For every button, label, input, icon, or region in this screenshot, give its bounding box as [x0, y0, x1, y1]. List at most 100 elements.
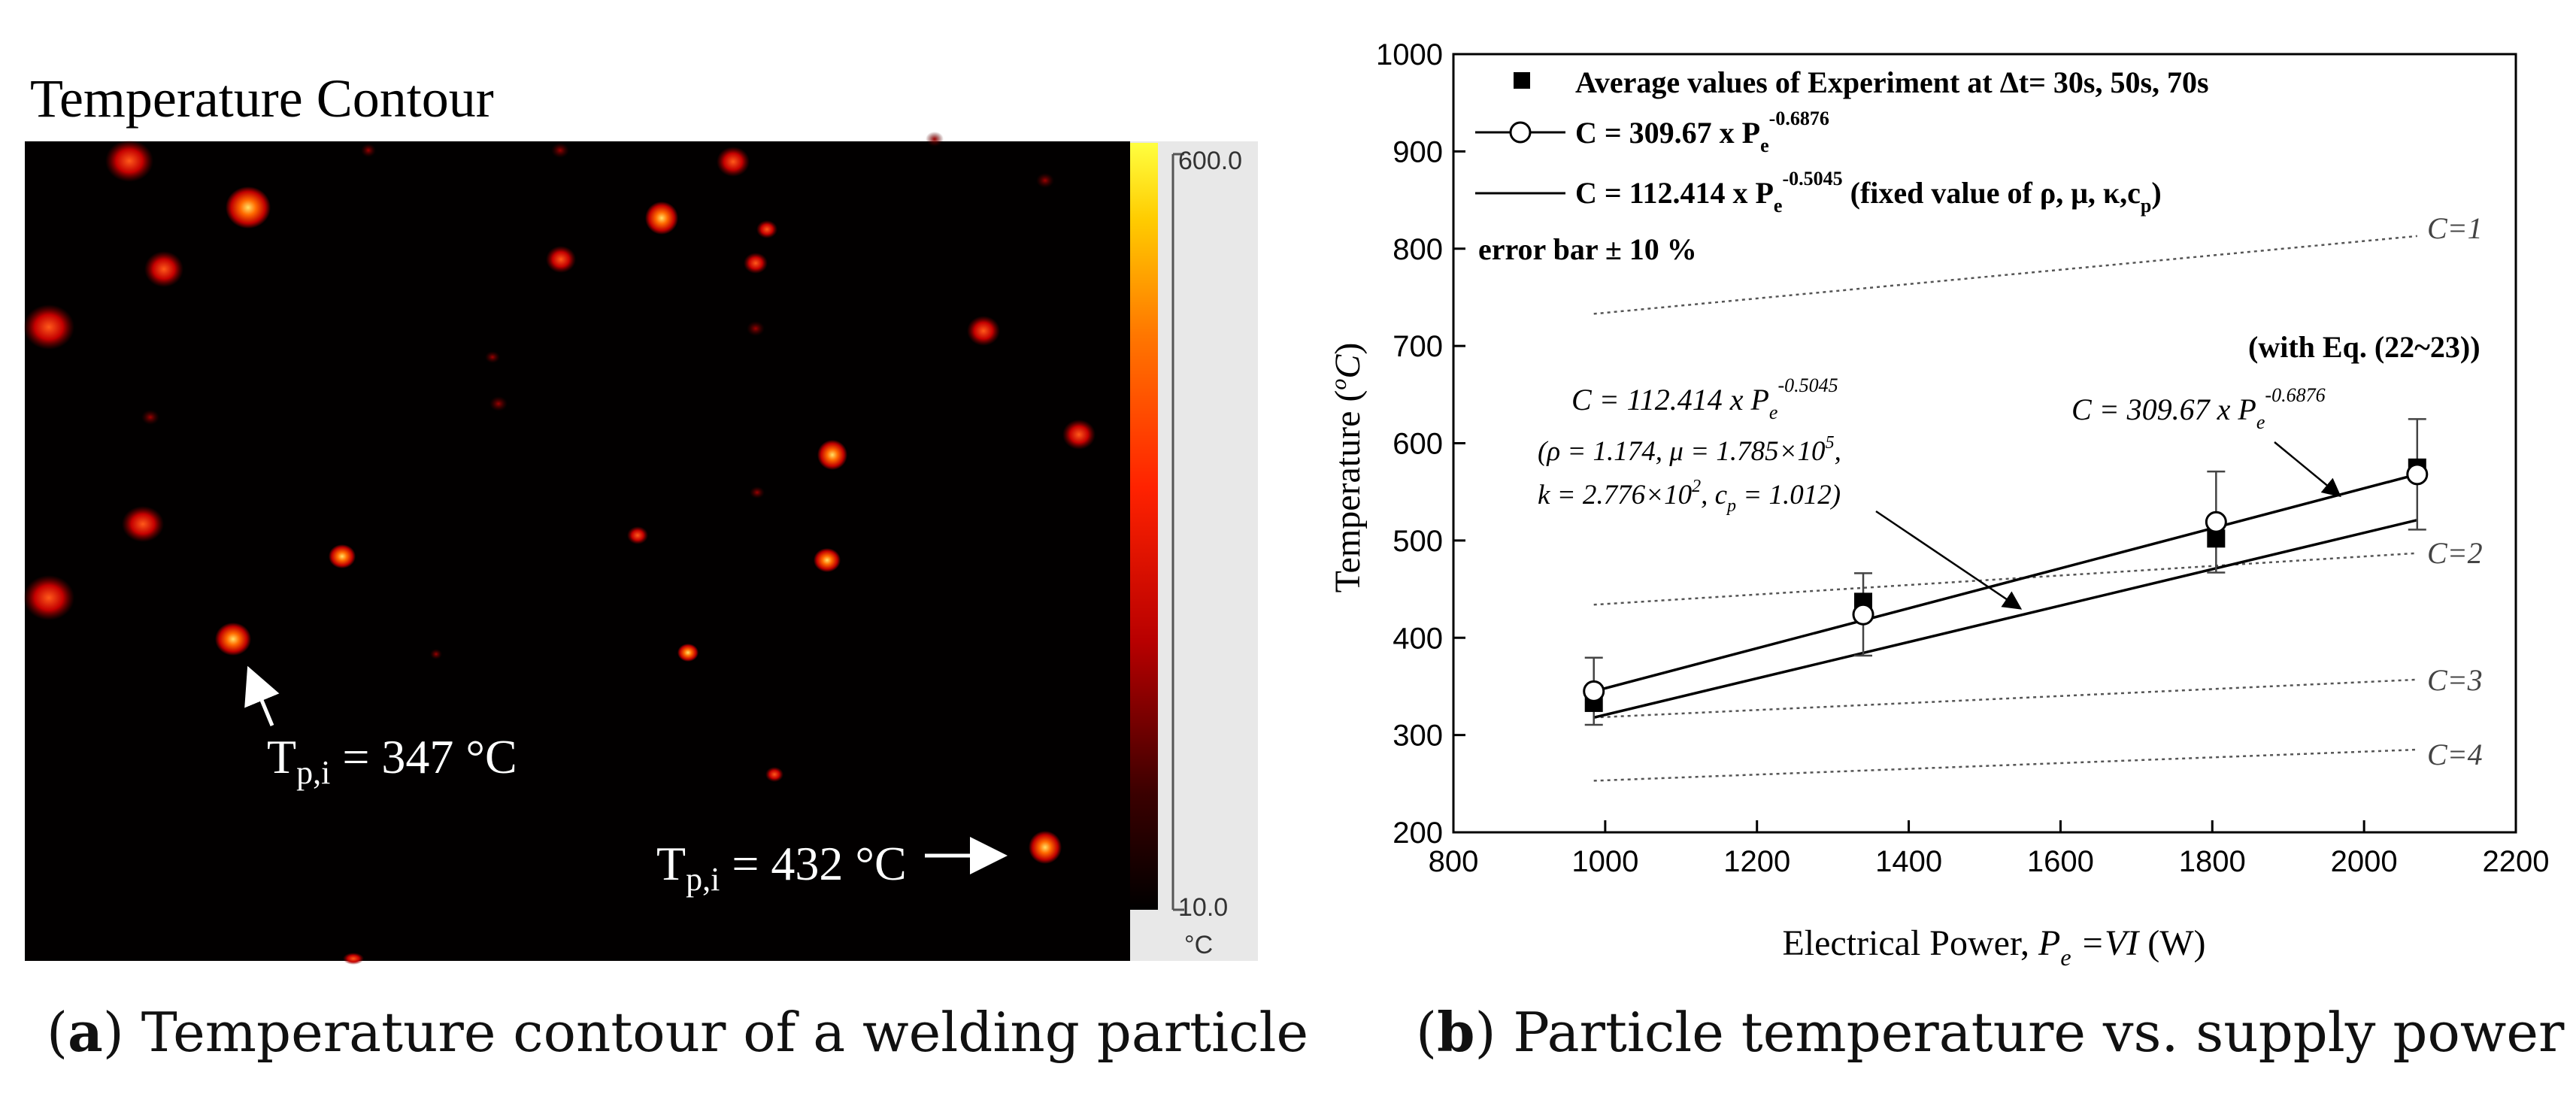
c-curves: [1593, 235, 2417, 782]
legend-circle-marker: [1509, 121, 1532, 144]
x-tick-label: 2200: [2483, 845, 2550, 878]
c-label-3: C=3: [2427, 663, 2483, 697]
fit-line-c309: [1593, 473, 2418, 693]
x-tick-label: 2000: [2331, 845, 2398, 878]
particle: [430, 649, 442, 659]
annotation-arrow-347: [244, 665, 280, 726]
particle: [122, 506, 164, 542]
particle: [141, 410, 159, 425]
thermal-image: [25, 141, 1130, 961]
y-tick-label: 1000: [1376, 38, 1443, 71]
particle: [23, 575, 74, 620]
particle: [361, 144, 376, 157]
legend-error-bar: error bar ± 10 %: [1478, 232, 1697, 266]
particle: [23, 305, 74, 350]
panel-a: Temperature Contour: [23, 68, 1258, 965]
annot-c112-line1: C = 112.414 x Pe-0.5045: [1571, 374, 1838, 423]
particle: [750, 486, 765, 498]
fit-line-c112: [1593, 519, 2418, 720]
particle: [105, 140, 153, 182]
caption-a: (a) Temperature contour of a welding par…: [47, 1000, 1309, 1064]
annot-c112-arrow: [1875, 510, 2023, 610]
particle: [1036, 173, 1054, 188]
legend: Average values of Experiment at Δt= 30s,…: [1475, 65, 2209, 266]
annot-c309-text: C = 309.67 x Pe-0.6876: [2071, 384, 2326, 433]
model-point-c309: [2406, 463, 2429, 486]
particle: [489, 396, 508, 411]
colorbar-gradient: [1130, 143, 1158, 910]
fit-lines: [1593, 473, 2418, 720]
particle: [485, 351, 500, 363]
panel-a-title: Temperature Contour: [30, 68, 494, 129]
x-tick-label: 1800: [2179, 845, 2246, 878]
note-eq: (with Eq. (22~23)): [2248, 330, 2481, 364]
particle: [215, 623, 251, 656]
c-curve-c-2: [1593, 552, 2417, 606]
particle: [1029, 831, 1062, 864]
x-tick-label: 1400: [1875, 845, 1942, 878]
y-tick-label: 700: [1393, 330, 1443, 363]
c-curve-c-1: [1593, 235, 2417, 315]
y-tick-label: 400: [1393, 622, 1443, 655]
particle: [926, 132, 944, 147]
y-axis-label: Temperature (oC): [1326, 343, 1368, 593]
annotation-fit-c112: C = 112.414 x Pe-0.5045 (ρ = 1.174, μ = …: [1538, 374, 2023, 610]
annotation-fit-c309: C = 309.67 x Pe-0.6876: [2071, 384, 2341, 498]
x-tick-label: 1200: [1723, 845, 1790, 878]
x-tick-label: 1000: [1571, 845, 1638, 878]
thermal-particles: [23, 132, 1096, 965]
annotation-432: Tp,i = 432 °C: [656, 837, 907, 898]
particle: [226, 186, 271, 229]
particle: [627, 526, 648, 544]
c-curve-c-3: [1593, 678, 2417, 719]
y-tick-label: 500: [1393, 525, 1443, 558]
particle: [744, 253, 768, 274]
y-tick-label: 300: [1393, 720, 1443, 753]
y-tick-label: 600: [1393, 428, 1443, 461]
particle: [546, 246, 576, 273]
c-curve-c-4: [1593, 748, 2417, 782]
c-label-2: C=2: [2427, 536, 2483, 570]
particle: [814, 548, 841, 572]
annot-c112-line2: (ρ = 1.174, μ = 1.785×105,: [1538, 433, 1841, 467]
panel-b: 800 1000 1200 1400 1600 1800 2000 2200 200 300 400…: [1326, 38, 2549, 971]
chart-ticks: 800 1000 1200 1400 1600 1800 2000 2200 200 300 400…: [1376, 38, 2549, 878]
legend-square-marker: [1514, 72, 1530, 89]
colorbar-unit: °C: [1184, 931, 1213, 959]
particle: [717, 147, 750, 177]
legend-experiment: Average values of Experiment at Δt= 30s,…: [1575, 65, 2209, 99]
model-point-c309: [1852, 603, 1874, 626]
particle: [343, 953, 364, 965]
particle: [144, 251, 183, 287]
model-point-c309: [2205, 511, 2227, 533]
particle: [765, 767, 783, 782]
y-tick-label: 200: [1393, 817, 1443, 850]
y-tick-label: 900: [1393, 135, 1443, 168]
legend-fit-c112: C = 112.414 x Pe-0.5045 (fixed value of …: [1575, 168, 2162, 217]
caption-b: (b) Particle temperature vs. supply powe…: [1416, 1000, 2565, 1064]
x-tick-label: 800: [1429, 845, 1479, 878]
data-points: [1583, 458, 2429, 712]
c-label-1: C=1: [2427, 211, 2483, 245]
particle: [1062, 420, 1096, 450]
particle: [817, 440, 847, 470]
annot-c309-arrow: [2274, 441, 2341, 498]
x-axis-label: Electrical Power, Pe =VI (W): [1782, 923, 2205, 971]
colorbar: 600.0 10.0 °C: [1130, 141, 1258, 961]
particle: [756, 220, 777, 238]
particle: [645, 201, 678, 235]
particle: [747, 321, 765, 336]
particle: [329, 544, 356, 568]
x-tick-label: 1600: [2027, 845, 2094, 878]
particle: [677, 644, 699, 662]
legend-fit-c309: C = 309.67 x Pe-0.6876: [1575, 108, 1829, 156]
c-label-4: C=4: [2427, 738, 2483, 771]
particle: [551, 143, 569, 158]
annotation-347: Tp,i = 347 °C: [267, 730, 517, 791]
model-point-c309: [1583, 680, 1605, 702]
colorbar-min-label: 10.0: [1178, 893, 1228, 922]
particle: [967, 316, 1000, 346]
annot-c112-line3: k = 2.776×102, cp = 1.012): [1538, 477, 1841, 516]
